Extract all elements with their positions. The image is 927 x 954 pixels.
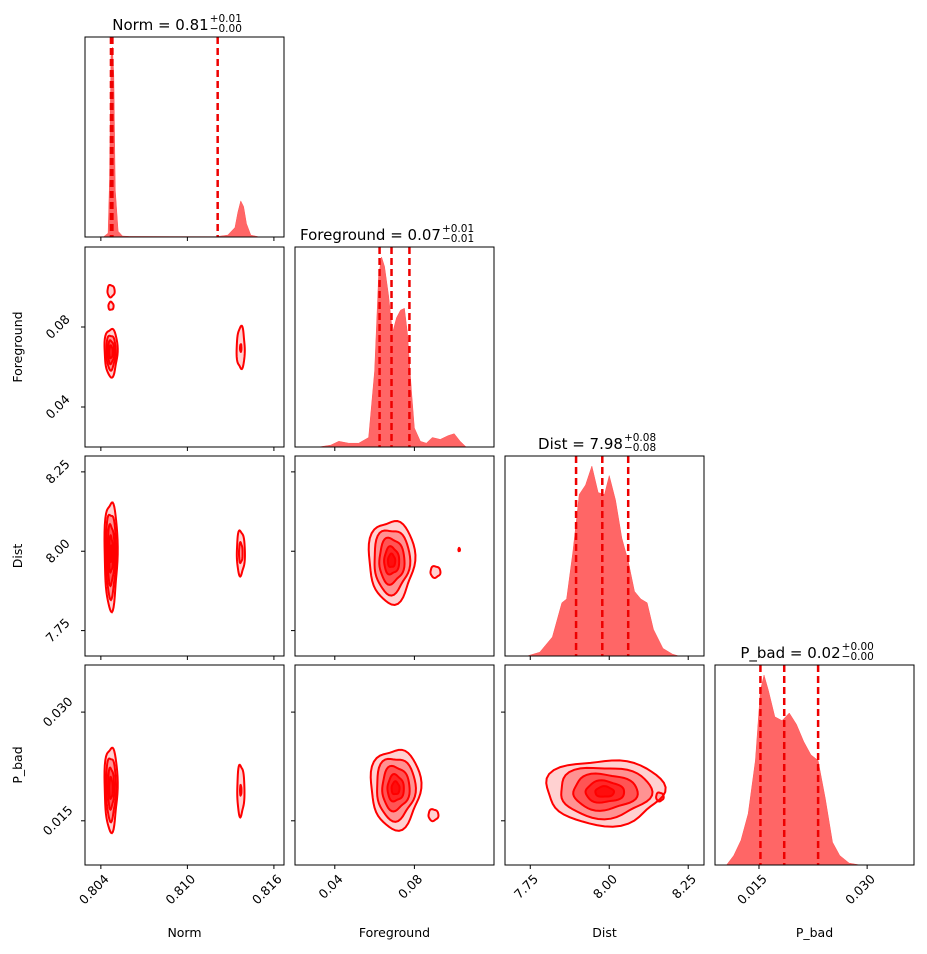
x-axis-label-norm: Norm [167, 925, 201, 940]
contour-dist-vs-p-bad [545, 759, 667, 828]
x-tick-label-dist: 7.75 [511, 871, 541, 901]
contour-foreground-vs-p-bad [369, 748, 440, 832]
pair-frame-norm-foreground [84, 246, 285, 448]
x-axis-label-foreground: Foreground [359, 925, 430, 940]
y-tick-label-foreground: 0.04 [42, 391, 72, 421]
y-axis-label-dist: Dist [10, 544, 25, 569]
y-tick-label-p-bad: 0.030 [40, 694, 76, 730]
y-tick-label-dist: 7.75 [42, 615, 72, 645]
contour-level [108, 344, 114, 360]
contour-level [427, 808, 440, 823]
y-tick-label-p-bad: 0.015 [40, 802, 76, 838]
contour-norm-vs-foreground [103, 283, 246, 379]
y-axis-label-p-bad: P_bad [10, 746, 25, 783]
title-upper-error: +0.00 [842, 641, 874, 653]
x-tick-label-norm: 0.804 [76, 871, 112, 907]
y-tick-label-dist: 8.00 [42, 536, 72, 566]
y-axis-label-foreground: Foreground [10, 311, 25, 382]
title-norm: Norm = 0.81 [112, 16, 208, 34]
histogram-norm [89, 46, 260, 237]
marginal-foreground [318, 247, 467, 447]
y-tick-label-foreground: 0.08 [42, 311, 72, 341]
contour-level [106, 283, 116, 299]
contour-level [457, 546, 461, 553]
pair-frame-foreground-p-bad [294, 664, 495, 866]
contour-level [237, 541, 244, 565]
title-lower-error: −0.00 [210, 23, 242, 35]
x-axis-label-p-bad: P_bad [796, 925, 833, 940]
x-tick-label-foreground: 0.08 [395, 871, 425, 901]
title-upper-error: +0.08 [624, 432, 656, 444]
contour-level [238, 343, 243, 354]
histogram-p-bad [726, 674, 860, 865]
diag-frame-norm [84, 36, 285, 238]
x-tick-label-norm: 0.810 [162, 871, 198, 907]
title-lower-error: −0.01 [442, 233, 474, 245]
marginal-p-bad [726, 665, 860, 865]
contour-level [108, 775, 114, 801]
contour-foreground-vs-dist [367, 520, 461, 606]
x-tick-label-norm: 0.816 [249, 871, 285, 907]
title-lower-error: −0.08 [624, 442, 656, 454]
contour-level [108, 543, 113, 564]
contour-level [594, 785, 616, 798]
title-p-bad: P_bad = 0.02 [740, 644, 840, 663]
title-upper-error: +0.01 [210, 13, 242, 25]
pair-frame-foreground-dist [294, 455, 495, 657]
diag-frame-dist [504, 455, 705, 657]
contour-level [386, 552, 397, 568]
x-tick-label-dist: 8.25 [669, 871, 699, 901]
marginal-norm [89, 37, 260, 237]
x-tick-label-dist: 8.00 [590, 871, 620, 901]
y-tick-label-dist: 8.25 [42, 456, 72, 486]
pair-frame-norm-p-bad [84, 664, 285, 866]
title-foreground: Foreground = 0.07 [300, 226, 441, 244]
pair-frame-dist-p-bad [504, 664, 705, 866]
contour-norm-vs-p-bad [103, 746, 246, 835]
contour-level [239, 783, 243, 797]
x-tick-label-p-bad: 0.030 [842, 871, 878, 907]
contour-norm-vs-dist [103, 501, 246, 614]
title-upper-error: +0.01 [442, 223, 474, 235]
contour-level [429, 565, 442, 579]
title-lower-error: −0.00 [842, 651, 874, 663]
pair-frame-norm-dist [84, 455, 285, 657]
contour-level [235, 529, 246, 578]
x-tick-label-p-bad: 0.015 [734, 871, 770, 907]
x-tick-label-foreground: 0.04 [315, 871, 345, 901]
title-dist: Dist = 7.98 [538, 435, 623, 453]
contour-level [107, 300, 115, 311]
marginal-dist [527, 456, 679, 656]
diag-frame-p-bad [714, 664, 915, 866]
diag-frame-foreground [294, 246, 495, 448]
contour-level [390, 780, 401, 796]
contour-level [655, 791, 665, 803]
x-axis-label-dist: Dist [592, 925, 617, 940]
